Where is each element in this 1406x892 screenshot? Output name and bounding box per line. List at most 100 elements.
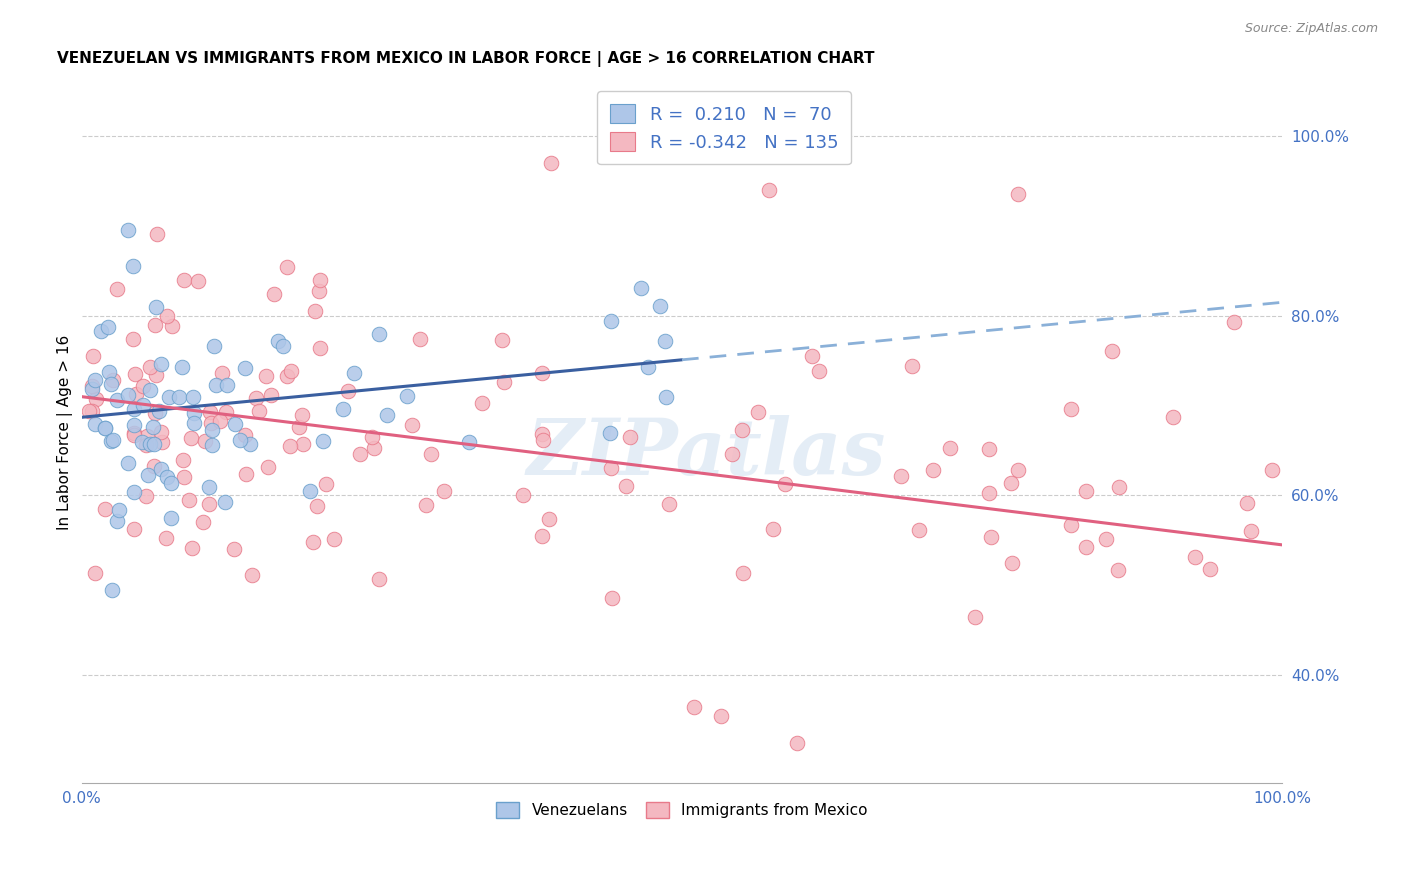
Point — [173, 273, 195, 287]
Point — [198, 405, 221, 419]
Point — [156, 309, 179, 323]
Point — [531, 433, 554, 447]
Point — [655, 390, 678, 404]
Point — [1108, 480, 1130, 494]
Point — [211, 366, 233, 380]
Point — [368, 572, 391, 586]
Point — [98, 365, 121, 379]
Point — [637, 360, 659, 375]
Point — [132, 379, 155, 393]
Point — [159, 475, 181, 490]
Point — [654, 334, 676, 349]
Point — [105, 393, 128, 408]
Point — [537, 512, 560, 526]
Point — [648, 299, 671, 313]
Point — [758, 183, 780, 197]
Point — [94, 421, 117, 435]
Point — [124, 367, 146, 381]
Point — [125, 387, 148, 401]
Point — [146, 227, 169, 242]
Point — [198, 497, 221, 511]
Point — [309, 342, 332, 356]
Point — [172, 359, 194, 374]
Point — [193, 516, 215, 530]
Point — [121, 260, 143, 274]
Point — [304, 303, 326, 318]
Point — [683, 699, 706, 714]
Point — [396, 389, 419, 403]
Point — [200, 416, 222, 430]
Point — [471, 395, 494, 409]
Point — [183, 406, 205, 420]
Point — [458, 434, 481, 449]
Point — [100, 582, 122, 597]
Point — [254, 369, 277, 384]
Point — [1199, 562, 1222, 576]
Point — [1076, 540, 1098, 554]
Point — [86, 392, 108, 406]
Point — [143, 318, 166, 333]
Point — [762, 522, 785, 536]
Point — [100, 377, 122, 392]
Point — [599, 426, 621, 441]
Point — [512, 488, 534, 502]
Point — [145, 368, 167, 382]
Point — [939, 441, 962, 455]
Point — [901, 359, 924, 373]
Point — [257, 460, 280, 475]
Legend: Venezuelans, Immigrants from Mexico: Venezuelans, Immigrants from Mexico — [491, 797, 873, 824]
Point — [337, 384, 360, 399]
Point — [148, 403, 170, 417]
Point — [908, 523, 931, 537]
Point — [142, 419, 165, 434]
Point — [494, 376, 516, 390]
Point — [530, 427, 553, 442]
Point — [214, 495, 236, 509]
Point — [276, 369, 298, 384]
Point — [298, 484, 321, 499]
Point — [308, 284, 330, 298]
Point — [343, 366, 366, 380]
Point — [245, 391, 267, 405]
Point — [117, 223, 139, 237]
Point — [368, 327, 391, 342]
Point — [107, 503, 129, 517]
Point — [201, 438, 224, 452]
Point — [156, 470, 179, 484]
Point — [138, 383, 160, 397]
Point — [312, 434, 335, 448]
Y-axis label: In Labor Force | Age > 16: In Labor Force | Age > 16 — [58, 335, 73, 530]
Point — [720, 447, 742, 461]
Point — [280, 364, 302, 378]
Point — [117, 388, 139, 402]
Point — [97, 319, 120, 334]
Point — [187, 274, 209, 288]
Point — [965, 610, 987, 624]
Point — [271, 339, 294, 353]
Point — [139, 359, 162, 374]
Point — [117, 457, 139, 471]
Point — [332, 402, 354, 417]
Point — [1060, 517, 1083, 532]
Point — [235, 428, 257, 442]
Point — [921, 463, 943, 477]
Point — [135, 438, 157, 452]
Point — [401, 418, 423, 433]
Point — [94, 421, 117, 435]
Point — [201, 424, 224, 438]
Point — [183, 417, 205, 431]
Point — [267, 334, 290, 348]
Point — [132, 398, 155, 412]
Point — [159, 511, 181, 525]
Point — [287, 420, 309, 434]
Point — [980, 530, 1002, 544]
Point — [600, 314, 623, 328]
Point — [530, 366, 553, 380]
Point — [131, 434, 153, 449]
Point — [491, 333, 513, 347]
Point — [103, 373, 125, 387]
Point — [160, 318, 183, 333]
Point — [135, 428, 157, 442]
Point — [177, 493, 200, 508]
Point — [82, 382, 104, 396]
